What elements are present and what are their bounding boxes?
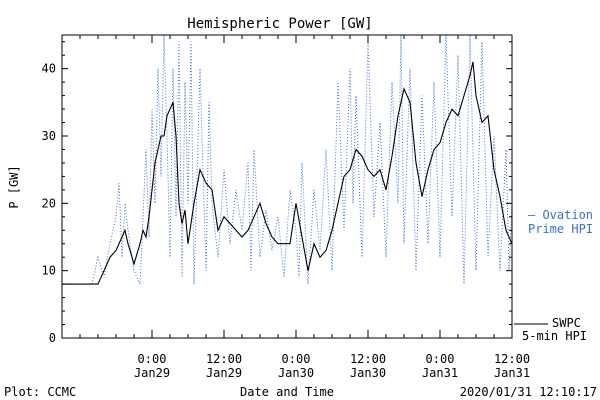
x-tick-date-label: Jan29	[206, 366, 242, 380]
x-axis-ticks: 0:00Jan2912:00Jan290:00Jan3012:00Jan300:…	[61, 35, 530, 380]
x-tick-time-label: 0:00	[282, 352, 311, 366]
footer-plot-credit: Plot: CCMC	[4, 385, 76, 399]
swpc-5min-hpi-line	[62, 61, 513, 285]
x-tick-time-label: 0:00	[426, 352, 455, 366]
legend-ovation-line2: Prime HPI	[528, 222, 593, 236]
x-tick-date-label: Jan31	[422, 366, 458, 380]
x-axis-label: Date and Time	[240, 385, 334, 399]
y-axis-ticks: 0 10 20 30 40	[42, 41, 512, 345]
swpc-series-layer	[62, 61, 513, 285]
x-tick-time-label: 12:00	[494, 352, 530, 366]
x-tick-time-label: 12:00	[206, 352, 242, 366]
x-tick-time-label: 0:00	[138, 352, 167, 366]
y-tick-label: 10	[42, 264, 56, 278]
legend-swpc-line1: SWPC	[552, 316, 581, 330]
plot-frame	[61, 34, 513, 339]
y-tick-label: 0	[49, 331, 56, 345]
x-tick-time-label: 12:00	[350, 352, 386, 366]
legend-ovation-line1: — Ovation	[528, 208, 593, 222]
x-tick-date-label: Jan30	[350, 366, 386, 380]
y-tick-label: 20	[42, 196, 56, 210]
ovation-prime-hpi-line	[62, 34, 513, 285]
footer-timestamp: 2020/01/31 12:10:17	[460, 385, 597, 399]
y-tick-label: 30	[42, 129, 56, 143]
x-tick-date-label: Jan31	[494, 366, 530, 380]
y-axis-label: P [GW]	[7, 165, 21, 208]
legend-swpc-line2: 5-min HPI	[522, 329, 587, 343]
y-tick-label: 40	[42, 62, 56, 76]
chart-title: Hemispheric Power [GW]	[187, 16, 372, 32]
legend: — Ovation Prime HPI SWPC 5-min HPI	[514, 208, 593, 343]
x-tick-date-label: Jan30	[278, 366, 314, 380]
ovation-series-layer	[62, 34, 513, 285]
x-tick-date-label: Jan29	[134, 366, 170, 380]
